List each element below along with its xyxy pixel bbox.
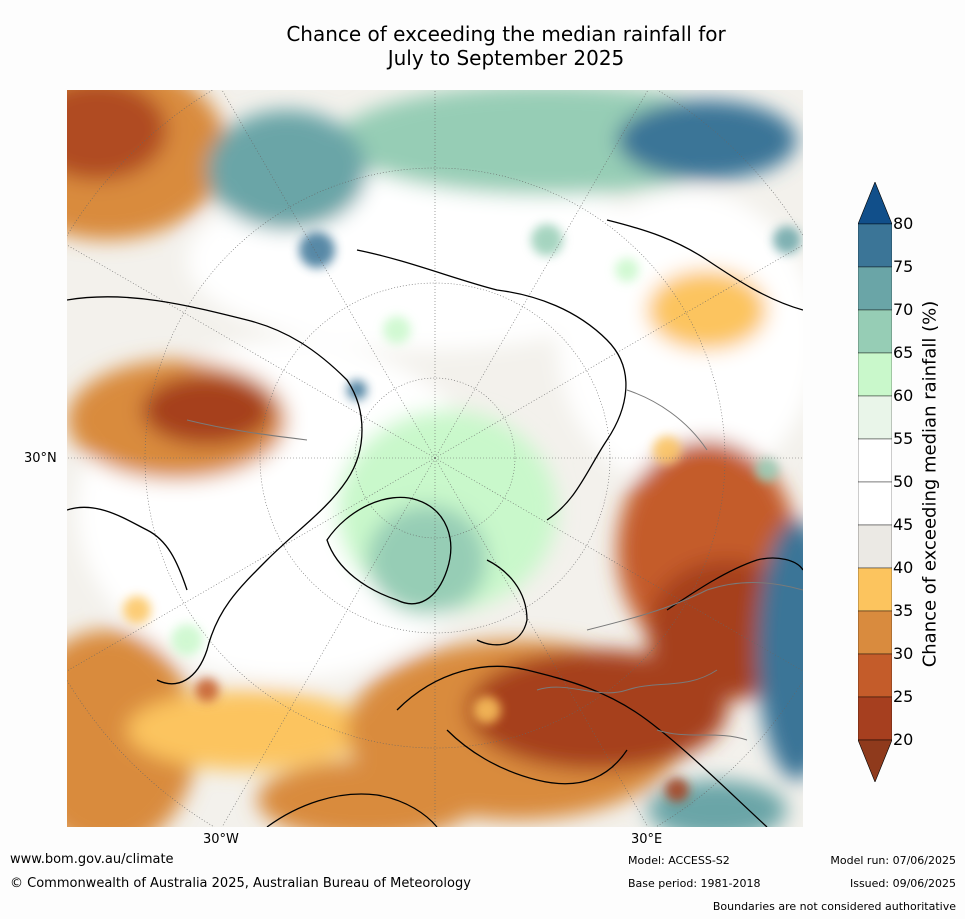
colorbar-tick-30: 30	[893, 644, 914, 663]
colorbar-tick-25: 25	[893, 687, 914, 706]
map-canvas	[67, 90, 803, 827]
colorbar-band-30-35	[858, 610, 892, 655]
colorbar-tick-60: 60	[893, 386, 914, 405]
region-very-dry-northwest	[67, 90, 167, 180]
probability-field	[67, 90, 803, 827]
colorbar-band-70-75	[858, 266, 892, 311]
colorbar-high-extension	[858, 182, 892, 225]
colorbar-tick-65: 65	[893, 343, 914, 362]
region-wet-bering	[207, 110, 367, 230]
colorbar-title: Chance of exceeding median rainfall (%)	[919, 300, 941, 668]
longitude-label-30w: 30°W	[203, 832, 239, 847]
colorbar-band-25-30	[858, 653, 892, 698]
colorbar-tick-45: 45	[893, 515, 914, 534]
colorbar-low-extension	[858, 739, 892, 782]
base-period: Base period: 1981-2018	[628, 877, 761, 890]
longitude-label-30e: 30°E	[631, 832, 663, 847]
region-very-wet-north-pacific	[617, 100, 797, 180]
region-wet-greenland	[367, 505, 487, 615]
latitude-label-30n: 30°N	[24, 451, 57, 466]
website-link[interactable]: www.bom.gov.au/climate	[10, 852, 174, 867]
copyright-notice: © Commonwealth of Australia 2025, Austra…	[10, 876, 471, 891]
boundaries	[186, 389, 803, 741]
boundary-disclaimer: Boundaries are not considered authoritat…	[712, 900, 956, 913]
colorbar-tick-70: 70	[893, 300, 914, 319]
model-name: Model: ACCESS-S2	[628, 854, 730, 867]
forecast-map[interactable]	[67, 90, 803, 827]
colorbar-tick-75: 75	[893, 257, 914, 276]
region-very-dry-north-america	[142, 375, 272, 445]
title-line-2: July to September 2025	[387, 46, 625, 70]
colorbar-band-20-25	[858, 696, 892, 741]
colorbar-band-45-50	[858, 481, 892, 526]
colorbar-tick-50: 50	[893, 472, 914, 491]
colorbar-band-40-45	[858, 524, 892, 569]
colorbar-tick-55: 55	[893, 429, 914, 448]
chart-title: Chance of exceeding the median rainfall …	[0, 22, 965, 70]
colorbar-band-35-40	[858, 567, 892, 612]
colorbar-band-50-55	[858, 438, 892, 483]
probability-speckle	[123, 224, 801, 802]
region-wet-east-edge	[757, 520, 803, 780]
colorbar-band-60-65	[858, 352, 892, 397]
title-line-1: Chance of exceeding the median rainfall …	[286, 22, 726, 46]
colorbar-tick-40: 40	[893, 558, 914, 577]
colorbar-tick-80: 80	[893, 214, 914, 233]
colorbar-band-55-60	[858, 395, 892, 440]
region-dry-east-asia	[647, 270, 767, 350]
region-moderate-dry-atlantic	[127, 690, 367, 770]
model-run-date: Model run: 07/06/2025	[830, 854, 956, 867]
issued-date: Issued: 09/06/2025	[849, 877, 956, 890]
colorbar	[858, 182, 892, 782]
colorbar-band-75-80	[858, 223, 892, 268]
colorbar-tick-20: 20	[893, 730, 914, 749]
colorbar-band-65-70	[858, 309, 892, 354]
graticule	[67, 90, 803, 827]
coastlines	[67, 219, 803, 827]
region-very-dry-europe	[467, 650, 727, 770]
colorbar-tick-35: 35	[893, 601, 914, 620]
